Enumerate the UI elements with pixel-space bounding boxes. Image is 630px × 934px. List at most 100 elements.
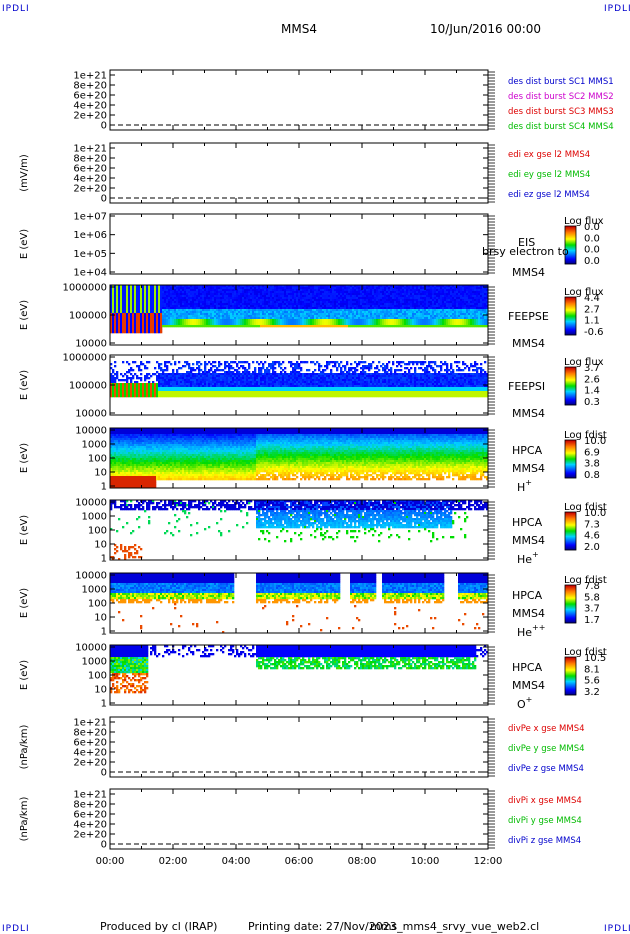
spectrogram-cell [462,305,465,308]
spectrogram-cell [442,291,445,294]
spectrogram-cell [190,297,193,300]
spectrogram-cell [258,309,261,312]
spectrogram-cell [218,311,221,314]
spectrogram-cell [258,297,261,300]
spectrogram-cell [194,383,197,386]
spectrogram-cell [372,293,375,296]
spectrogram-cell [120,311,123,314]
spectrogram-cell [326,313,329,316]
spectrogram-cell [250,307,253,310]
spectrogram-cell [116,325,119,328]
spectrogram-cell [426,299,429,302]
spectrogram-cell [356,307,359,310]
spectrogram-cell [166,305,169,308]
spectrogram-cell [366,293,369,296]
spectrogram-cell [190,319,193,322]
spectrogram-cell [140,307,143,310]
spectrogram-cell [262,299,265,302]
spectrogram-cell [414,307,417,310]
spectrogram-cell [410,285,413,288]
spectrogram-cell [340,315,343,318]
spectrogram-cell [150,321,153,324]
spectrogram-cell [150,295,153,298]
spectrogram-cell [390,323,393,326]
spectrogram-cell [196,389,199,392]
spectrogram-cell [298,323,301,326]
spectrogram-cell [158,315,161,318]
spectrogram-cell [274,321,277,324]
spectrogram-cell [270,325,273,328]
spectrogram-cell [414,313,417,316]
spectrogram-cell [250,289,253,292]
spectrogram-cell [198,309,201,312]
spectrogram-cell [294,323,297,326]
spectrogram-cell [458,313,461,316]
spectrogram-cell [438,293,441,296]
spectrogram-cell [272,289,275,292]
spectrogram-cell [376,301,379,304]
spectrogram-cell [172,303,175,306]
spectrogram-cell [182,379,185,382]
spectrogram-cell [432,285,435,288]
spectrogram-cell [372,319,375,322]
spectrogram-cell [182,383,185,386]
spectrogram-cell [216,311,219,314]
spectrogram-cell [218,287,221,290]
spectrogram-cell [456,307,459,310]
spectrogram-cell [256,289,259,292]
spectrogram-cell [458,321,461,324]
spectrogram-cell [400,291,403,294]
spectrogram-cell [336,291,339,294]
spectrogram-cell [124,299,127,302]
spectrogram-cell [144,391,147,394]
spectrogram-cell [346,307,349,310]
spectrogram-cell [134,311,137,314]
spectrogram-cell [234,325,237,328]
spectrogram-cell [404,323,407,326]
spectrogram-cell [144,313,147,316]
spectrogram-cell [206,301,209,304]
spectrogram-cell [246,311,249,314]
spectrogram-cell [384,323,387,326]
spectrogram-cell [138,327,141,330]
spectrogram-cell [386,309,389,312]
spectrogram-cell [238,289,241,292]
spectrogram-cell [120,309,123,312]
spectrogram-cell [390,295,393,298]
spectrogram-cell [300,291,303,294]
colorbar-cell [565,228,576,230]
spectrogram-cell [118,311,121,314]
spectrogram-cell [218,289,221,292]
spectrogram-cell [114,317,117,320]
spectrogram-cell [274,319,277,322]
spectrogram-cell [474,289,477,292]
spectrogram-cell [114,301,117,304]
spectrogram-cell [184,307,187,310]
spectrogram-cell [236,301,239,304]
spectrogram-cell [432,309,435,312]
spectrogram-cell [290,323,293,326]
spectrogram-cell [164,311,167,314]
spectrogram-cell [296,291,299,294]
spectrogram-cell [130,309,133,312]
spectrogram-cell [368,325,371,328]
spectrogram-cell [342,319,345,322]
spectrogram-cell [478,291,481,294]
spectrogram-cell [312,325,315,328]
spectrogram-cell [138,389,141,392]
spectrogram-cell [122,317,125,320]
spectrogram-cell [166,365,169,368]
spectrogram-cell [276,315,279,318]
spectrogram-cell [152,303,155,306]
spectrogram-cell [114,321,117,324]
spectrogram-cell [162,287,165,290]
spectrogram-cell [286,285,289,288]
spectrogram-cell [112,319,115,322]
spectrogram-cell [186,371,189,374]
spectrogram-cell [210,291,213,294]
spectrogram-cell [268,311,271,314]
spectrogram-cell [366,305,369,308]
spectrogram-cell [420,317,423,320]
spectrogram-cell [302,299,305,302]
spectrogram-cell [406,317,409,320]
